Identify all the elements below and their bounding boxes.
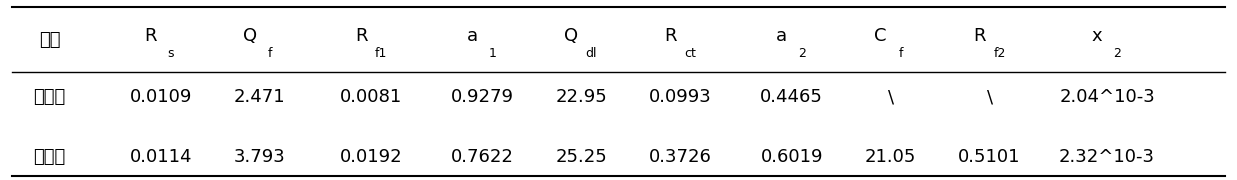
- Text: 25.25: 25.25: [555, 148, 607, 166]
- Text: R: R: [664, 27, 677, 45]
- Text: \: \: [987, 88, 992, 106]
- Text: 生极板: 生极板: [33, 88, 66, 106]
- Text: f: f: [267, 48, 272, 60]
- Text: 0.0081: 0.0081: [340, 88, 402, 106]
- Text: 2: 2: [798, 48, 805, 60]
- Text: Q: Q: [564, 27, 579, 45]
- Text: a: a: [468, 27, 477, 45]
- Text: \: \: [888, 88, 893, 106]
- Text: R: R: [974, 27, 986, 45]
- Text: R: R: [145, 27, 157, 45]
- Text: 0.0114: 0.0114: [130, 148, 192, 166]
- Text: C: C: [875, 27, 887, 45]
- Text: dl: dl: [585, 48, 597, 60]
- Text: 0.5101: 0.5101: [959, 148, 1021, 166]
- Text: 2.32^10-3: 2.32^10-3: [1059, 148, 1155, 166]
- Text: f1: f1: [375, 48, 387, 60]
- Text: R: R: [355, 27, 367, 45]
- Text: 0.0109: 0.0109: [130, 88, 192, 106]
- Text: x: x: [1092, 27, 1102, 45]
- Text: 22.95: 22.95: [555, 88, 607, 106]
- Text: 0.0192: 0.0192: [340, 148, 402, 166]
- Text: s: s: [167, 48, 174, 60]
- Text: 0.7622: 0.7622: [452, 148, 513, 166]
- Text: f: f: [898, 48, 903, 60]
- Text: 0.9279: 0.9279: [452, 88, 513, 106]
- Text: 3.793: 3.793: [234, 148, 286, 166]
- Text: 2.04^10-3: 2.04^10-3: [1059, 88, 1155, 106]
- Text: a: a: [777, 27, 787, 45]
- Text: 样品: 样品: [38, 31, 61, 49]
- Text: 1: 1: [489, 48, 496, 60]
- Text: 0.0993: 0.0993: [649, 88, 711, 106]
- Text: f2: f2: [993, 48, 1006, 60]
- Text: 21.05: 21.05: [865, 148, 917, 166]
- Text: 0.3726: 0.3726: [649, 148, 711, 166]
- Text: 0.4465: 0.4465: [761, 88, 823, 106]
- Text: 2: 2: [1113, 48, 1121, 60]
- Text: 实施例: 实施例: [33, 148, 66, 166]
- Text: ct: ct: [684, 48, 696, 60]
- Text: Q: Q: [242, 27, 257, 45]
- Text: 0.6019: 0.6019: [761, 148, 823, 166]
- Text: 2.471: 2.471: [234, 88, 286, 106]
